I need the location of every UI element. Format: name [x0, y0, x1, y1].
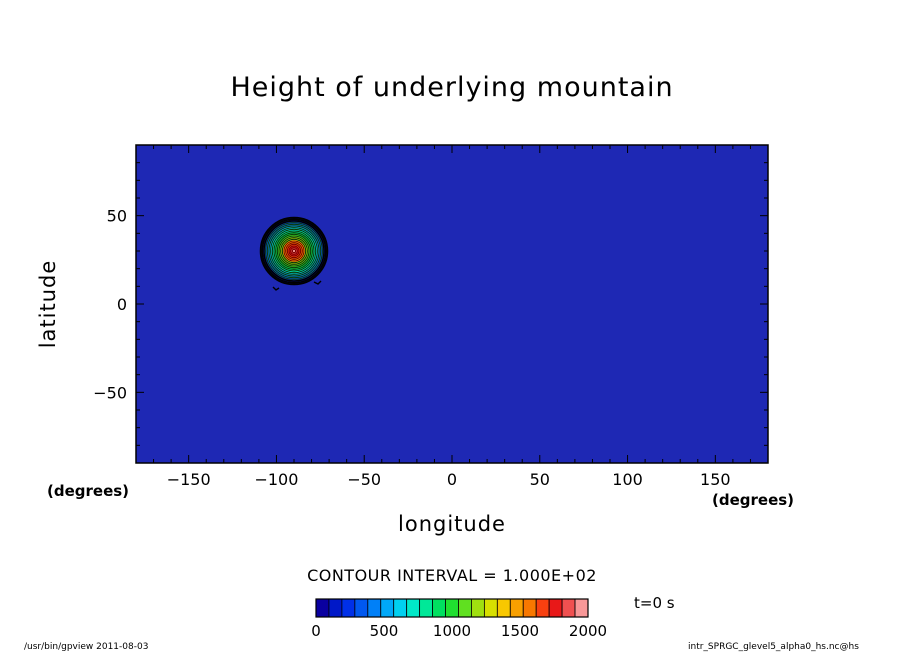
contour-line — [291, 248, 297, 254]
plot-background — [136, 145, 768, 463]
contour-artifact — [313, 280, 322, 285]
contour-line — [263, 220, 325, 282]
colorbar-label: 1500 — [501, 622, 539, 640]
colorbar-swatch — [328, 598, 343, 618]
x-tick-label: −100 — [254, 470, 298, 489]
colorbar-swatch — [548, 598, 563, 618]
x-axis-label: longitude — [398, 512, 506, 536]
colorbar-swatch — [432, 598, 446, 618]
y-tick-label: −50 — [93, 383, 127, 402]
contour-line — [290, 247, 298, 255]
contour-line — [285, 242, 303, 260]
contour-line-outer — [259, 216, 329, 286]
colorbar-swatch — [406, 598, 421, 618]
contour-interval-label: CONTOUR INTERVAL = 1.000E+02 — [307, 566, 597, 585]
x-tick-label: 100 — [612, 470, 643, 489]
contour-line — [278, 235, 310, 267]
colorbar-swatch — [380, 598, 395, 618]
colorbar-swatch — [445, 598, 459, 618]
colorbar-swatch — [509, 598, 524, 618]
colorbar-frame — [315, 598, 589, 618]
x-tick-label: 150 — [700, 470, 731, 489]
colorbar-swatch — [574, 598, 589, 618]
contour-line — [261, 218, 327, 284]
contour-line — [268, 225, 320, 277]
y-axis-label: latitude — [36, 259, 60, 349]
colorbar-swatch — [354, 598, 369, 618]
colorbar-swatch — [341, 598, 356, 618]
colorbar-swatch — [458, 598, 472, 618]
contour-line — [283, 240, 305, 262]
chart-title: Height of underlying mountain — [230, 72, 674, 103]
x-unit-right: (degrees) — [712, 491, 795, 509]
colorbar-swatch — [471, 598, 485, 618]
colorbar-swatch — [522, 598, 537, 618]
colorbar-swatch — [561, 598, 576, 618]
x-tick-label: −50 — [347, 470, 381, 489]
contour-artifact — [272, 286, 280, 291]
colorbar-swatch — [483, 598, 498, 618]
colorbar-swatch — [419, 598, 433, 618]
mountain-band — [292, 249, 296, 253]
colorbar-swatch — [535, 598, 550, 618]
contour-line — [265, 222, 323, 280]
colorbar-label: 0 — [311, 622, 321, 640]
x-tick-label: 50 — [530, 470, 550, 489]
x-tick-label: 0 — [447, 470, 457, 489]
footer-source-file: intr_SPRGC_glevel5_alpha0_hs.nc@hs — [688, 642, 859, 652]
colorbar-swatch — [393, 598, 408, 618]
time-label: t=0 s — [634, 594, 675, 612]
contour-line — [288, 245, 300, 257]
y-tick-label: 50 — [107, 207, 127, 226]
colorbar-swatch — [367, 598, 382, 618]
colorbar-label: 1000 — [433, 622, 471, 640]
footer-program-date: /usr/bin/gpview 2011-08-03 — [24, 642, 149, 652]
contour-line — [276, 233, 312, 269]
colorbar-swatch — [496, 598, 511, 618]
colorbar-label: 500 — [370, 622, 399, 640]
contour-line — [275, 232, 313, 270]
contour-line — [280, 237, 308, 265]
colorbar-swatch — [315, 598, 330, 618]
contour-line — [273, 230, 315, 272]
y-tick-label: 0 — [117, 295, 127, 314]
x-tick-label: −150 — [167, 470, 211, 489]
contour-line — [281, 238, 307, 264]
colorbar-label: 2000 — [569, 622, 607, 640]
contour-line — [270, 227, 318, 275]
contour-line — [286, 243, 302, 259]
x-unit-left: (degrees) — [47, 482, 130, 500]
contour-line — [271, 228, 317, 274]
contour-line — [266, 223, 322, 279]
